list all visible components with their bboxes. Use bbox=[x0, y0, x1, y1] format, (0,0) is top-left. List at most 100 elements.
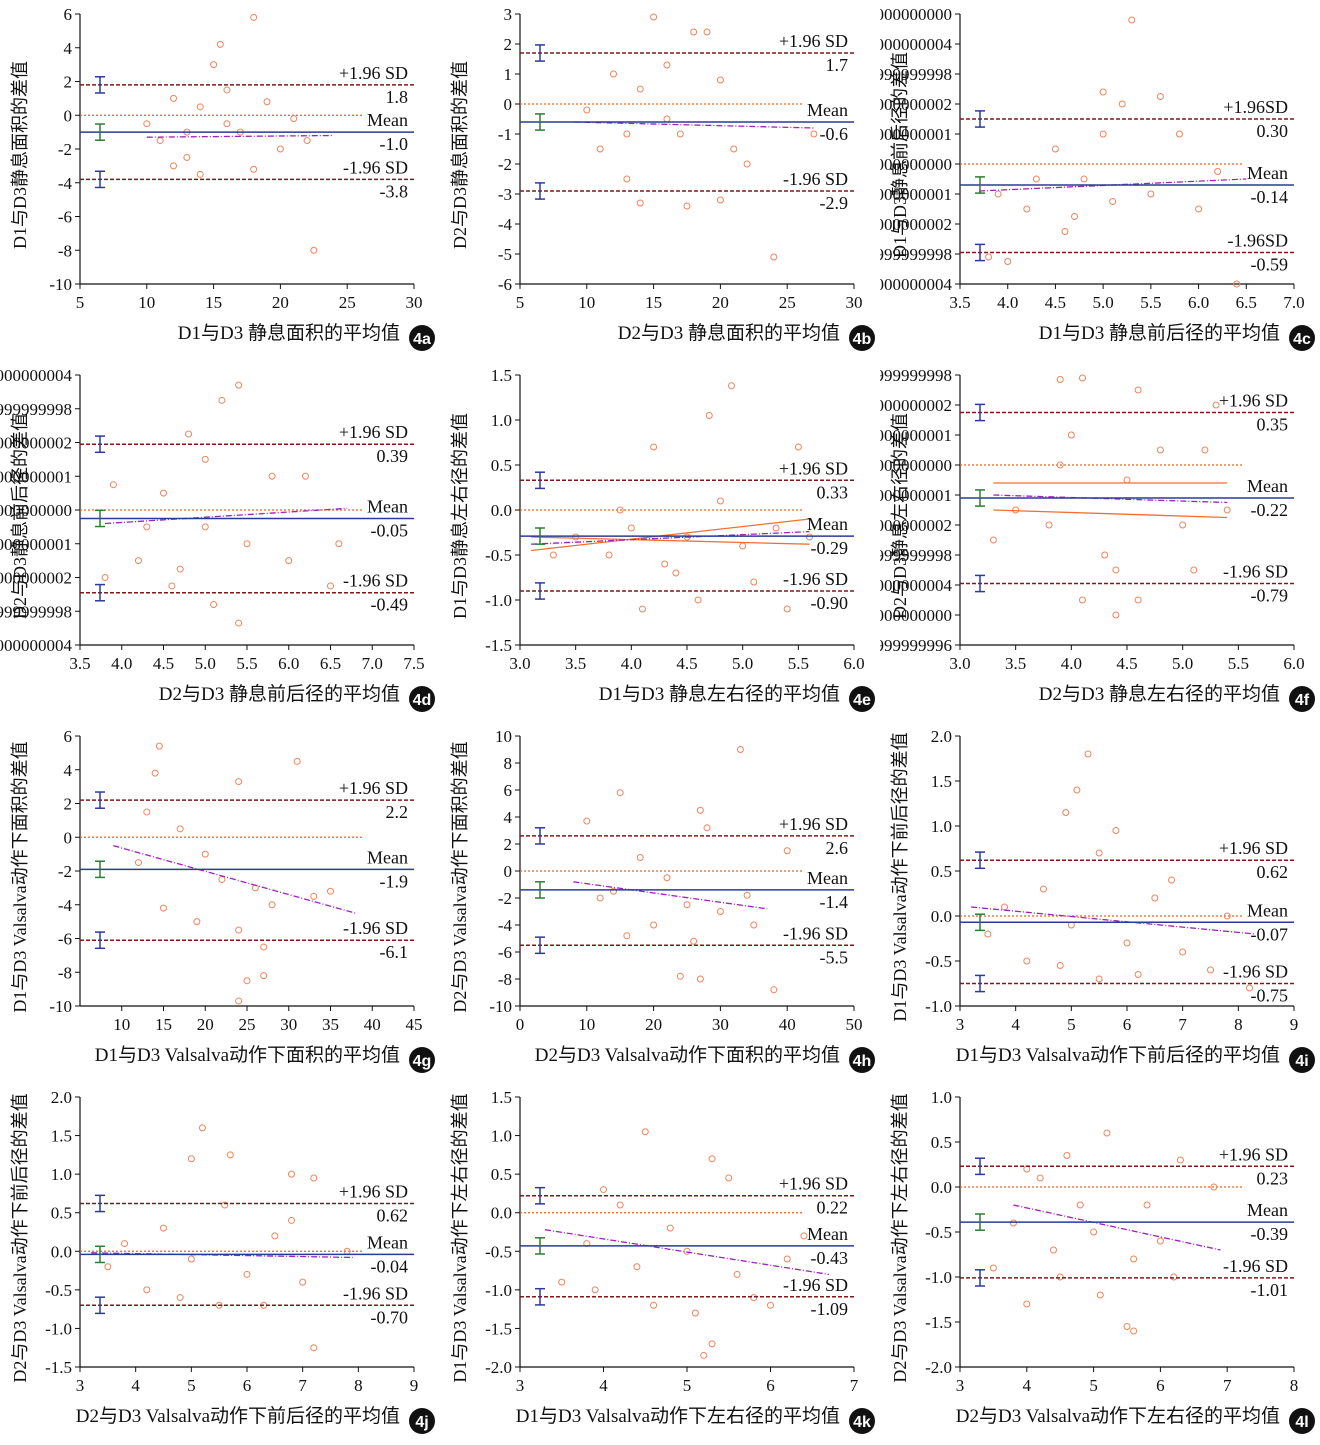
y-axis-label: D2与D3 Valsalva动作下前后径的差值 bbox=[10, 1093, 30, 1382]
data-point bbox=[1179, 521, 1187, 529]
y-tick-label: 0.5 bbox=[931, 1133, 952, 1152]
upper-label: +1.96 SD bbox=[339, 778, 408, 798]
data-point bbox=[700, 1351, 708, 1359]
x-tick-label: 6 bbox=[1123, 1015, 1132, 1034]
data-point bbox=[1134, 596, 1142, 604]
data-point bbox=[636, 199, 644, 207]
chart-4i: -1.0 -0.5 0.0 0.5 1.0 1.5 2.0 3 4 5 6 7 8 9 D1与D3 Vals… bbox=[890, 727, 1315, 1073]
chart-4b: -6 -5 -4 -3 -2 -1 0 1 2 3 5 10 15 20 25 30 D2与D3 静息面积的平均… bbox=[450, 5, 875, 351]
x-tick-label: 5 bbox=[76, 293, 85, 312]
lower-value: -0.79 bbox=[1251, 586, 1289, 606]
data-point bbox=[703, 824, 711, 832]
panel-label: 4j bbox=[415, 1414, 428, 1431]
data-point bbox=[696, 806, 704, 814]
panel-4a: -10 -8 -6 -4 -2 0 2 4 6 5 10 15 20 25 30 D1与D3 静息面积的平均值… bbox=[0, 0, 440, 361]
upper-value: 2.2 bbox=[386, 802, 409, 822]
upper-confidence-bar bbox=[535, 44, 545, 62]
regression-trend-line bbox=[113, 845, 356, 914]
panel-label: 4a bbox=[413, 331, 431, 348]
y-tick-label: -0.5 bbox=[45, 1281, 72, 1300]
data-point bbox=[290, 115, 298, 123]
data-point bbox=[160, 489, 167, 497]
data-point bbox=[1062, 809, 1070, 816]
data-point bbox=[134, 557, 142, 565]
mean-value: -0.6 bbox=[820, 124, 849, 144]
y-tick-label: 8 bbox=[504, 754, 513, 773]
data-point bbox=[708, 1155, 716, 1163]
data-point bbox=[1023, 1300, 1031, 1308]
panel-4b: -6 -5 -4 -3 -2 -1 0 1 2 3 5 10 15 20 25 30 D2与D3 静息面积的平均… bbox=[440, 0, 880, 361]
data-point bbox=[1128, 16, 1136, 24]
mean-label: Mean bbox=[1247, 163, 1288, 183]
mean-value: -1.0 bbox=[380, 134, 409, 154]
data-point bbox=[623, 175, 631, 183]
x-tick-label: 20 bbox=[712, 293, 729, 312]
data-point bbox=[728, 382, 736, 390]
x-tick-label: 20 bbox=[197, 1015, 214, 1034]
data-point bbox=[1099, 130, 1107, 138]
data-point bbox=[223, 86, 231, 94]
x-tick-label: 7 bbox=[298, 1376, 307, 1395]
data-point bbox=[1078, 596, 1086, 604]
panel-4i: -1.0 -0.5 0.0 0.5 1.0 1.5 2.0 3 4 5 6 7 8 9 D1与D3 Vals… bbox=[880, 722, 1320, 1083]
data-point bbox=[994, 190, 1002, 198]
upper-confidence-bar bbox=[535, 471, 545, 490]
data-point bbox=[235, 926, 243, 934]
mean-value: -0.07 bbox=[1251, 924, 1289, 944]
data-point bbox=[235, 778, 243, 786]
x-tick-label: 5.5 bbox=[236, 654, 257, 673]
data-point bbox=[301, 472, 309, 480]
y-tick-label: -0.5 bbox=[925, 952, 952, 971]
panel-badge bbox=[1289, 686, 1315, 712]
upper-confidence-bar bbox=[975, 851, 985, 870]
x-tick-label: 3.5 bbox=[949, 293, 970, 312]
data-point bbox=[101, 574, 109, 581]
data-point bbox=[800, 1232, 808, 1240]
data-point bbox=[716, 76, 724, 84]
data-point bbox=[293, 757, 301, 765]
y-tick-label: -10 bbox=[49, 997, 72, 1016]
upper-label: +1.96 SD bbox=[1219, 1144, 1288, 1164]
chart-4c: -0.80000000000000004 -0.59999999999999998… bbox=[880, 5, 1315, 351]
mean-label: Mean bbox=[807, 100, 848, 120]
upper-confidence-bar bbox=[975, 1157, 985, 1176]
x-tick-label: 7.0 bbox=[362, 654, 383, 673]
y-tick-label: -0.80000000000000004 bbox=[880, 275, 952, 294]
data-point bbox=[989, 536, 997, 544]
y-tick-label: -1.0 bbox=[45, 1319, 72, 1338]
data-point bbox=[696, 975, 704, 983]
data-point bbox=[810, 130, 818, 138]
x-tick-label: 5.0 bbox=[195, 654, 216, 673]
data-point bbox=[310, 1344, 318, 1352]
data-point bbox=[1223, 912, 1231, 920]
data-point bbox=[176, 565, 184, 573]
y-tick-label: -1.5 bbox=[485, 636, 512, 655]
data-point bbox=[691, 1309, 699, 1317]
data-point bbox=[310, 1174, 318, 1182]
data-point bbox=[260, 972, 268, 980]
lower-value: -3.8 bbox=[380, 181, 409, 201]
data-point bbox=[1073, 786, 1081, 794]
y-tick-label: 1.0 bbox=[51, 1165, 72, 1184]
data-point bbox=[216, 40, 224, 48]
lower-label: -1.96SD bbox=[1227, 231, 1288, 251]
data-point bbox=[1056, 376, 1064, 383]
y-tick-label: 0.20000000000000001 bbox=[880, 426, 952, 445]
data-point bbox=[1036, 1174, 1044, 1182]
x-tick-label: 5.0 bbox=[1172, 654, 1193, 673]
data-point bbox=[794, 443, 802, 451]
data-point bbox=[708, 1340, 716, 1348]
y-tick-label: 0.5 bbox=[931, 862, 952, 881]
x-axis-label: D2与D3 静息前后径的平均值 bbox=[159, 683, 400, 705]
upper-value: 0.30 bbox=[1257, 121, 1289, 141]
data-point bbox=[183, 153, 191, 161]
x-axis-label: D1与D3 静息前后径的平均值 bbox=[1039, 322, 1280, 344]
data-point bbox=[243, 1270, 251, 1278]
lower-value: -6.1 bbox=[380, 942, 409, 962]
y-tick-label: -2 bbox=[498, 889, 512, 908]
x-tick-label: 10 bbox=[578, 1015, 595, 1034]
x-tick-label: 20 bbox=[272, 293, 289, 312]
y-axis-label: D1与D3静息左右径的差值 bbox=[450, 413, 470, 619]
mean-label: Mean bbox=[807, 514, 848, 534]
data-point bbox=[736, 746, 744, 753]
